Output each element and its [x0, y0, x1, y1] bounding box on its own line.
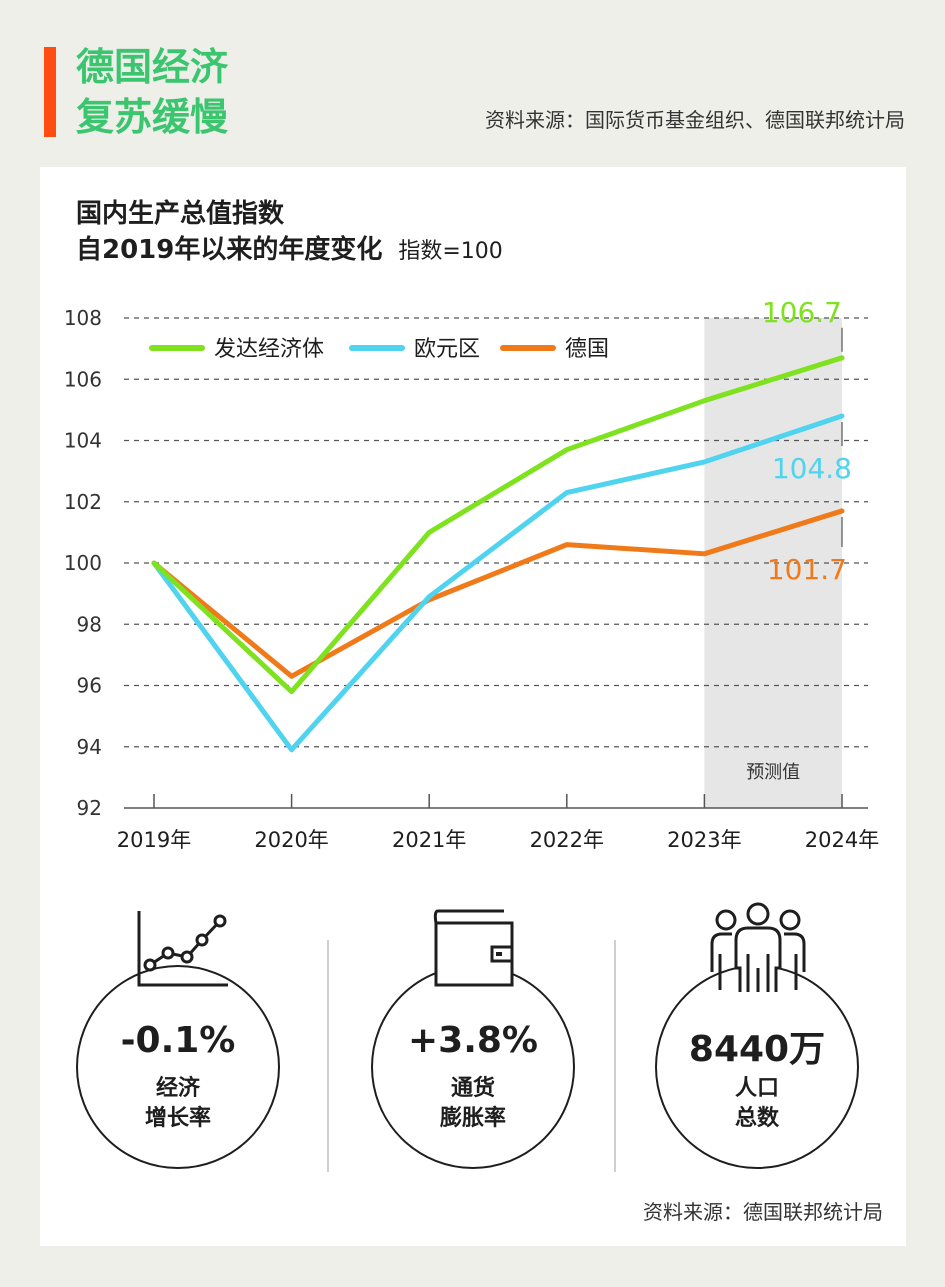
- end-label-germany: 101.7: [767, 553, 847, 586]
- page-title: 德国经济 复苏缓慢: [76, 42, 228, 142]
- forecast-label: 预测值: [746, 762, 800, 783]
- series-line-2: [151, 508, 845, 679]
- divider-1: [327, 940, 329, 1172]
- stat-label-growth-line2: 增长率: [144, 1106, 211, 1131]
- chart-title-line-1: 国内生产总值指数: [76, 199, 285, 229]
- stat-circle-inflation: [371, 965, 575, 1169]
- chart-title-line-2: 自2019年以来的年度变化: [76, 235, 383, 265]
- wallet-icon: [433, 909, 514, 987]
- y-axis-ticks: 92 94 96 98 100 102 104 106 108: [64, 306, 102, 820]
- stat-label-inflation-line2: 膨胀率: [439, 1106, 506, 1131]
- stat-label-growth-line1: 经济: [155, 1076, 200, 1101]
- chart-legend: 发达经济体 欧元区 德国: [149, 337, 609, 362]
- header-source: 资料来源：国际货币基金组织、德国联邦统计局: [485, 108, 905, 132]
- end-label-advanced: 106.7: [762, 296, 842, 329]
- chart-index-note: 指数=100: [398, 239, 503, 264]
- y-tick-label: 104: [64, 429, 102, 453]
- stat-label-population-line2: 总数: [734, 1106, 779, 1131]
- stat-label-population: 人口 总数: [655, 1074, 859, 1134]
- legend-label-2: 德国: [565, 337, 609, 362]
- x-tick-label: 2020年: [254, 828, 328, 852]
- y-tick-label: 92: [77, 796, 102, 820]
- x-tick-label: 2021年: [392, 828, 466, 852]
- stat-label-inflation-line1: 通货: [450, 1076, 495, 1101]
- line-chart-icon: [137, 911, 228, 987]
- stat-value-growth: -0.1%: [120, 1020, 236, 1061]
- footer-source: 资料来源：德国联邦统计局: [643, 1200, 883, 1224]
- chart-title: 国内生产总值指数 自2019年以来的年度变化 指数=100: [76, 196, 503, 270]
- y-tick-label: 96: [77, 674, 102, 698]
- x-tick-label: 2019年: [117, 828, 191, 852]
- stat-value-inflation: +3.8%: [407, 1020, 538, 1061]
- end-label-eurozone: 104.8: [772, 452, 852, 485]
- series-line-1: [151, 413, 845, 753]
- stat-label-inflation: 通货 膨胀率: [371, 1074, 575, 1134]
- y-tick-label: 98: [77, 612, 102, 636]
- title-line-2: 复苏缓慢: [76, 95, 229, 139]
- accent-bar: [44, 47, 56, 137]
- y-tick-label: 102: [64, 490, 102, 514]
- end-labels: 106.7 104.8 101.7: [762, 296, 852, 586]
- series-line-0: [151, 355, 845, 695]
- y-tick-label: 100: [64, 551, 102, 575]
- stat-label-population-line1: 人口: [734, 1076, 779, 1101]
- divider-2: [614, 940, 616, 1172]
- series-lines: [151, 355, 845, 753]
- legend-label-0: 发达经济体: [214, 337, 324, 362]
- x-axis: 2019年 2020年 2021年 2022年 2023年 2024年: [117, 794, 879, 852]
- y-tick-label: 94: [77, 735, 102, 759]
- stat-value-population: 8440万: [688, 1029, 826, 1070]
- stat-label-growth: 经济 增长率: [76, 1074, 280, 1134]
- title-line-1: 德国经济: [76, 45, 229, 89]
- people-icon: [710, 902, 806, 992]
- stat-circle-growth: [76, 965, 280, 1169]
- y-tick-label: 108: [64, 306, 102, 330]
- legend-label-1: 欧元区: [414, 337, 480, 362]
- grid-lines: [124, 317, 868, 748]
- y-tick-label: 106: [64, 367, 102, 391]
- x-tick-label: 2024年: [805, 828, 879, 852]
- x-tick-label: 2023年: [667, 828, 741, 852]
- stat-circle-population: [655, 965, 859, 1169]
- x-tick-label: 2022年: [530, 828, 604, 852]
